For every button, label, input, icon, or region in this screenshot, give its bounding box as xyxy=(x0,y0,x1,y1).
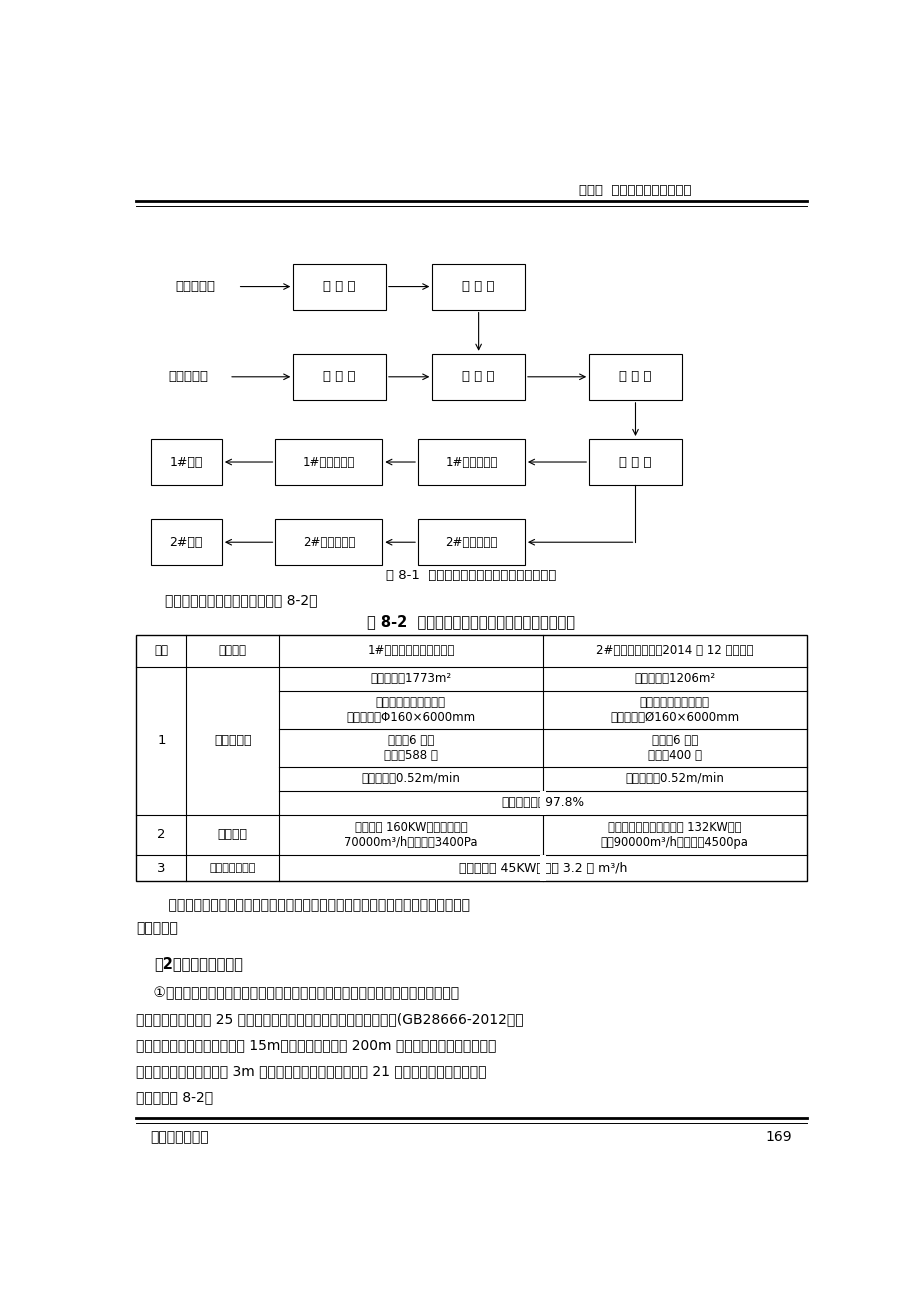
Text: （2）需要完善的措施: （2）需要完善的措施 xyxy=(154,956,243,971)
Text: 集 气 罩: 集 气 罩 xyxy=(323,280,356,293)
Text: 布袋过滤下来的灰经反吹清灰落入灰斗，再由输灰机送至灰仓，通过气力输送至加: 布袋过滤下来的灰经反吹清灰落入灰斗，再由输灰机送至灰仓，通过气力输送至加 xyxy=(151,898,469,913)
Text: 过滤面积：1773m²: 过滤面积：1773m² xyxy=(370,672,451,685)
Text: ①现有除尘系统采用两套除尘装置后通过两根烟囱排放，本次环评要求将烟囱优化: ①现有除尘系统采用两套除尘装置后通过两根烟囱排放，本次环评要求将烟囱优化 xyxy=(136,987,459,1000)
Text: 材质：无碱覆膜布袋；
布袋规格：Φ160×6000mm: 材质：无碱覆膜布袋； 布袋规格：Φ160×6000mm xyxy=(346,695,475,724)
Text: 除尘风机: 除尘风机 xyxy=(218,828,247,841)
Bar xyxy=(136,635,806,881)
Text: 新式变频风机，风机功率 132KW，风
量：90000m³/h，风压：4500pa: 新式变频风机，风机功率 132KW，风 量：90000m³/h，风压：4500p… xyxy=(600,822,748,849)
Text: 设备名称: 设备名称 xyxy=(219,644,246,658)
Text: 过滤风速：0.52m/min: 过滤风速：0.52m/min xyxy=(361,772,460,785)
Text: 密机加密。: 密机加密。 xyxy=(136,922,178,935)
Text: 2#旋风除尘器: 2#旋风除尘器 xyxy=(445,535,497,548)
Bar xyxy=(432,354,525,400)
Text: 汇 风 室: 汇 风 室 xyxy=(618,456,651,469)
Text: 169: 169 xyxy=(765,1130,791,1143)
Text: 出铁口烟气: 出铁口烟气 xyxy=(176,280,215,293)
Text: 出铁口排烟风机: 出铁口排烟风机 xyxy=(210,863,255,874)
Text: 烟气处理系统主要设备参数见表 8-2。: 烟气处理系统主要设备参数见表 8-2。 xyxy=(165,594,317,607)
Text: 表 8-2  矿热炉除尘系统主要设备及技术性能指标: 表 8-2 矿热炉除尘系统主要设备及技术性能指标 xyxy=(367,615,575,629)
Bar xyxy=(417,519,525,565)
Text: 过滤面积：1206m²: 过滤面积：1206m² xyxy=(633,672,714,685)
Text: 2#布袋除尘器: 2#布袋除尘器 xyxy=(302,535,355,548)
Text: 西北矿冶研究院: 西北矿冶研究院 xyxy=(151,1130,209,1143)
Text: 1#布袋除尘器: 1#布袋除尘器 xyxy=(302,456,355,469)
Text: 綏 烟 罩: 綏 烟 罩 xyxy=(323,370,356,383)
Text: 理流程见图 8-2。: 理流程见图 8-2。 xyxy=(136,1091,213,1104)
Text: 1#烟囱: 1#烟囱 xyxy=(169,456,203,469)
Bar xyxy=(275,519,382,565)
Text: 1#旋风除尘器: 1#旋风除尘器 xyxy=(445,456,497,469)
Text: 材质：无碱覆膜布袋；
布袋规格：Ø160×6000mm: 材质：无碱覆膜布袋； 布袋规格：Ø160×6000mm xyxy=(609,695,739,724)
Bar xyxy=(432,263,525,310)
Text: 矿热炉烟气: 矿热炉烟气 xyxy=(168,370,209,383)
Bar xyxy=(151,519,221,565)
Text: 2: 2 xyxy=(157,828,165,841)
Bar xyxy=(417,439,525,486)
Bar xyxy=(151,439,221,486)
Text: 仓室：6 个，
布袋：400 条: 仓室：6 个， 布袋：400 条 xyxy=(647,734,701,762)
Bar xyxy=(539,855,545,881)
Text: 冷 却 器: 冷 却 器 xyxy=(618,370,651,383)
Text: 2#除尘系统参数（2014 年 12 月新建）: 2#除尘系统参数（2014 年 12 月新建） xyxy=(596,644,753,658)
Text: 总除尘效率：97.8%: 总除尘效率：97.8% xyxy=(501,797,584,810)
Text: 排 烟 机: 排 烟 机 xyxy=(462,280,494,293)
Text: 引风机功率 45KW，风量 3.2 万 m³/h: 引风机功率 45KW，风量 3.2 万 m³/h xyxy=(458,862,627,875)
Text: 合并成一个并加高至 25 米，以满足《铁合金工业污染物排放标准》(GB28666-2012）要: 合并成一个并加高至 25 米，以满足《铁合金工业污染物排放标准》(GB28666… xyxy=(136,1013,524,1026)
Text: 1: 1 xyxy=(157,734,165,747)
Text: 第八章  环保措施及可行性分析: 第八章 环保措施及可行性分析 xyxy=(579,184,691,197)
Bar xyxy=(588,439,681,486)
Text: 3: 3 xyxy=(157,862,165,875)
Text: 布袋除尘器: 布袋除尘器 xyxy=(213,734,251,747)
Bar xyxy=(588,354,681,400)
Text: 仓室：6 个，
布袋：588 条: 仓室：6 个， 布袋：588 条 xyxy=(383,734,437,762)
Bar xyxy=(539,790,545,815)
Bar xyxy=(293,263,386,310)
Text: 序号: 序号 xyxy=(154,644,168,658)
Bar xyxy=(293,354,386,400)
Text: 过滤风速：0.52m/min: 过滤风速：0.52m/min xyxy=(625,772,723,785)
Text: 图 8-1  已采取的矿热炉烟气净化系统示意图: 图 8-1 已采取的矿热炉烟气净化系统示意图 xyxy=(386,569,556,582)
Text: 1#除尘系统参数（原有）: 1#除尘系统参数（原有） xyxy=(367,644,454,658)
Bar xyxy=(275,439,382,486)
Text: 风机电机 160KW，风机风量：
70000m³/h，全压：3400Pa: 风机电机 160KW，风机风量： 70000m³/h，全压：3400Pa xyxy=(344,822,477,849)
Text: 高度还应高出最高建筑物 3m 以上，本项目矿热炉厂房高度 21 米）；治理后烟气净化处: 高度还应高出最高建筑物 3m 以上，本项目矿热炉厂房高度 21 米）；治理后烟气… xyxy=(136,1065,486,1078)
Text: 2#烟囱: 2#烟囱 xyxy=(169,535,203,548)
Text: 求（所有排气筒高度应不低于 15m。排气筒周围半径 200m 范围内有建筑物时，排气筒: 求（所有排气筒高度应不低于 15m。排气筒周围半径 200m 范围内有建筑物时，… xyxy=(136,1039,496,1052)
Text: 主 烟 道: 主 烟 道 xyxy=(462,370,494,383)
